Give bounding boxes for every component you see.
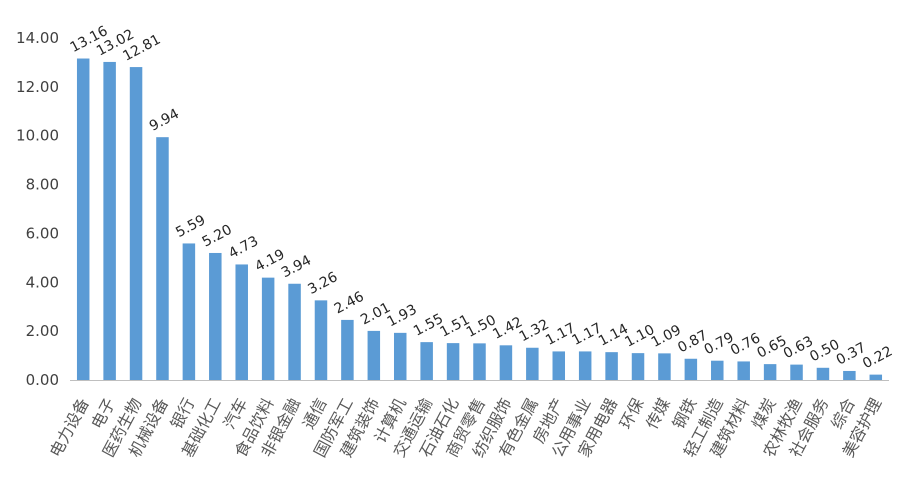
bar <box>76 58 90 381</box>
y-tick-label: 14.00 <box>16 29 59 47</box>
bar <box>103 61 116 380</box>
bar <box>578 351 592 380</box>
bar <box>341 319 354 380</box>
bar <box>843 370 856 380</box>
bars <box>76 58 883 381</box>
y-tick-label: 8.00 <box>26 176 59 194</box>
y-tick-label: 10.00 <box>16 127 59 145</box>
y-tick-label: 12.00 <box>16 78 59 96</box>
x-tick-label: 环保 <box>616 395 648 432</box>
bar <box>182 243 196 380</box>
data-label: 9.94 <box>147 106 182 135</box>
bar <box>420 342 433 380</box>
x-tick-label: 电力设备 <box>46 395 93 460</box>
data-label: 3.26 <box>305 269 340 298</box>
bar <box>684 358 698 380</box>
bar <box>209 252 222 380</box>
bar <box>552 351 566 380</box>
bar <box>631 353 645 380</box>
bar <box>526 347 539 380</box>
y-tick-label: 4.00 <box>26 273 59 291</box>
y-tick-label: 6.00 <box>26 224 59 242</box>
bar <box>473 343 486 380</box>
bar <box>288 283 301 380</box>
bar <box>393 332 407 380</box>
x-axis-labels: 电力设备电子医药生物机械设备银行基础化工汽车食品饮料非银金融通信国防军工建筑装饰… <box>46 395 885 460</box>
y-tick-label: 0.00 <box>26 371 59 389</box>
y-axis: 0.00 2.00 4.00 6.00 8.00 10.00 12.00 14.00 <box>16 29 59 389</box>
bar <box>711 360 724 380</box>
bar <box>235 264 248 380</box>
bar <box>314 300 328 380</box>
y-tick-label: 2.00 <box>26 322 59 340</box>
bar <box>790 364 803 380</box>
bar <box>446 343 460 380</box>
bar <box>658 353 671 380</box>
bar <box>261 277 275 380</box>
bar <box>869 374 883 380</box>
bar <box>816 367 830 380</box>
bar <box>737 361 750 380</box>
x-tick-label: 传媒 <box>642 395 674 432</box>
bar <box>367 330 381 380</box>
bar <box>763 364 777 380</box>
bar <box>129 67 143 380</box>
bar <box>156 137 169 380</box>
bar <box>499 345 513 380</box>
bar <box>605 352 618 380</box>
